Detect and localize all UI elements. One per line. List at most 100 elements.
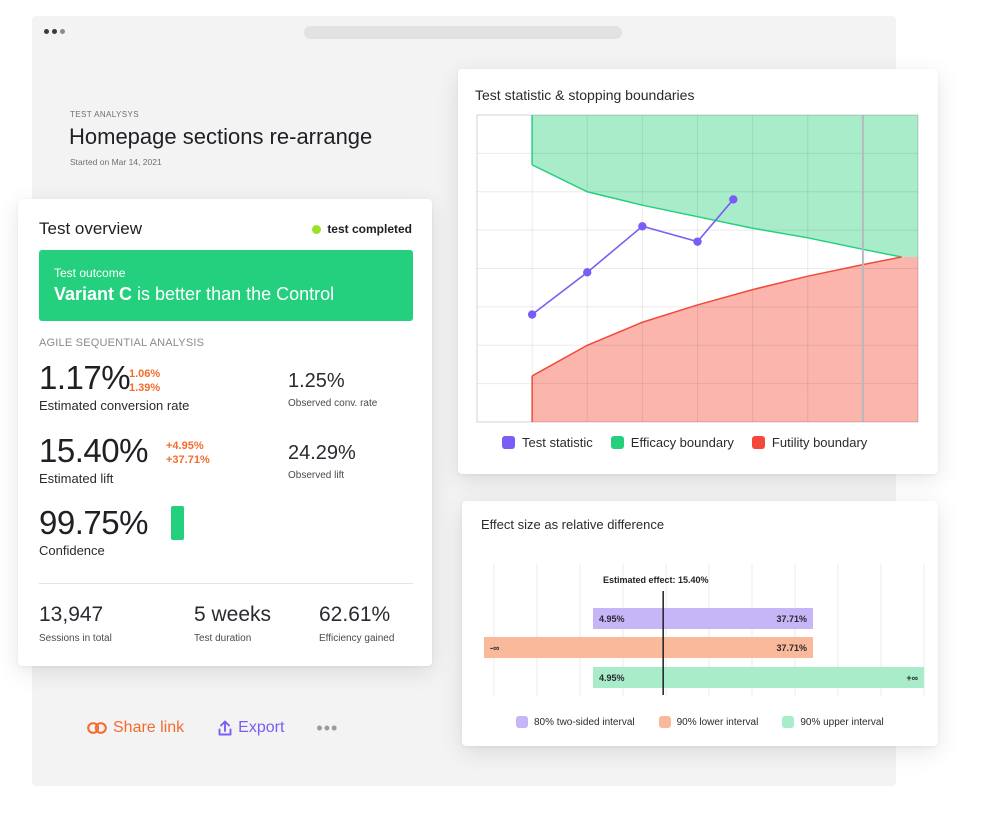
effect-legend: 80% two-sided interval 90% lower interva… xyxy=(516,716,908,728)
conv-rate-delta-high: 1.39% xyxy=(129,382,161,394)
futility-boundary-line xyxy=(531,256,902,377)
lift-caption: Estimated lift xyxy=(39,471,114,486)
chart-title: Test statistic & stopping boundaries xyxy=(475,87,695,103)
outcome-text: Variant C is better than the Control xyxy=(54,284,334,305)
test-statistic-point xyxy=(638,222,647,231)
estimated-effect-label: Estimated effect: 15.40% xyxy=(603,575,709,585)
legend-swatch-icon xyxy=(502,436,515,449)
window-controls[interactable] xyxy=(44,29,65,34)
futility-region xyxy=(532,256,918,422)
observed-lift: 24.29% Observed lift xyxy=(288,442,356,481)
page-subtitle: Started on Mar 14, 2021 xyxy=(70,157,162,167)
more-options-icon[interactable]: ••• xyxy=(316,718,339,738)
test-duration: 5 weeks Test duration xyxy=(194,603,271,644)
interval-bar xyxy=(484,637,813,658)
test-statistic-point xyxy=(729,195,738,204)
legend-upper-interval: 90% upper interval xyxy=(782,716,884,728)
plot-frame xyxy=(476,114,919,423)
observed-conv-value: 1.25% xyxy=(288,370,345,392)
conv-rate-delta-low: 1.06% xyxy=(129,368,161,380)
legend-efficacy-boundary: Efficacy boundary xyxy=(610,435,734,450)
export-label: Export xyxy=(238,719,285,736)
legend-label: 80% two-sided interval xyxy=(534,716,635,728)
window-dot-icon[interactable] xyxy=(44,29,49,34)
sessions-caption: Sessions in total xyxy=(39,633,112,644)
page-eyebrow: TEST ANALYSYS xyxy=(70,110,139,119)
interval-low-label: -∞ xyxy=(490,643,500,653)
window-dot-icon[interactable] xyxy=(60,29,65,34)
legend-swatch-icon xyxy=(658,716,671,728)
sessions-total: 13,947 Sessions in total xyxy=(39,603,112,644)
stopping-boundaries-card: Test statistic & stopping boundaries Tes… xyxy=(458,69,938,474)
test-statistic-point xyxy=(693,237,702,246)
interval-high-label: 37.71% xyxy=(776,643,807,653)
legend-label: Efficacy boundary xyxy=(630,435,734,450)
address-bar[interactable] xyxy=(304,26,622,39)
share-link-label: Share link xyxy=(113,719,185,736)
link-icon xyxy=(87,722,107,734)
outcome-label: Test outcome xyxy=(54,266,126,280)
legend-label: 90% lower interval xyxy=(676,716,759,728)
efficacy-boundary-line xyxy=(531,164,902,258)
boundary-legend: Test statistic Efficacy boundary Futilit… xyxy=(502,435,885,450)
upload-icon xyxy=(218,720,232,736)
status-text: test completed xyxy=(327,222,412,236)
divider xyxy=(39,583,413,584)
legend-swatch-icon xyxy=(782,716,795,728)
interval-high-label: +∞ xyxy=(906,673,918,683)
efficiency-gained: 62.61% Efficiency gained xyxy=(319,603,394,644)
overview-title: Test overview xyxy=(39,219,142,238)
test-statistic-point xyxy=(527,310,537,319)
observed-conversion-rate: 1.25% Observed conv. rate xyxy=(288,370,377,409)
legend-swatch-icon xyxy=(610,436,624,449)
observed-lift-caption: Observed lift xyxy=(288,470,345,481)
legend-two-sided-interval: 80% two-sided interval xyxy=(516,716,635,728)
legend-test-statistic: Test statistic xyxy=(502,435,593,450)
duration-value: 5 weeks xyxy=(194,603,272,626)
conv-rate-caption: Estimated conversion rate xyxy=(39,398,190,413)
estimated-lift: 15.40% Estimated lift xyxy=(39,432,148,486)
confidence-value: 99.75% xyxy=(39,504,148,541)
lift-delta-high: +37.71% xyxy=(166,454,210,466)
efficacy-region xyxy=(532,115,918,257)
observed-conv-caption: Observed conv. rate xyxy=(288,398,378,409)
share-link-button[interactable]: Share link xyxy=(87,719,184,737)
status-badge: test completed xyxy=(312,222,412,236)
actions-bar: Share link Export ••• xyxy=(87,719,338,737)
test-overview-card: Test overview test completed Test outcom… xyxy=(18,199,432,666)
test-outcome-banner: Test outcome Variant C is better than th… xyxy=(39,250,413,321)
conv-rate-value: 1.17% xyxy=(39,359,131,396)
duration-caption: Test duration xyxy=(194,633,252,644)
legend-futility-boundary: Futility boundary xyxy=(751,435,867,450)
status-dot-icon xyxy=(312,224,322,234)
window-dot-icon[interactable] xyxy=(52,29,57,34)
lift-delta-low: +4.95% xyxy=(166,440,204,452)
outcome-rest: is better than the Control xyxy=(132,284,335,304)
sessions-value: 13,947 xyxy=(39,603,104,626)
legend-label: 90% upper interval xyxy=(800,716,884,728)
conv-rate-interval: 1.06% 1.39% xyxy=(129,367,160,395)
effect-size-card: Effect size as relative difference 4.95%… xyxy=(462,501,938,746)
lift-value: 15.40% xyxy=(39,432,148,469)
efficiency-caption: Efficiency gained xyxy=(319,633,395,644)
interval-low-label: 4.95% xyxy=(599,673,625,683)
outcome-variant: Variant C xyxy=(54,284,133,304)
observed-lift-value: 24.29% xyxy=(288,442,356,464)
legend-lower-interval: 90% lower interval xyxy=(658,716,759,728)
legend-label: Test statistic xyxy=(522,435,593,450)
section-label: AGILE SEQUENTIAL ANALYSIS xyxy=(39,337,205,349)
export-button[interactable]: Export xyxy=(218,719,284,737)
legend-swatch-icon xyxy=(516,716,528,728)
interval-low-label: 4.95% xyxy=(599,614,625,624)
interval-bar xyxy=(593,608,813,629)
efficiency-value: 62.61% xyxy=(319,603,391,626)
interval-bar xyxy=(593,667,924,688)
lift-interval: +4.95% +37.71% xyxy=(166,439,210,467)
chart-title: Effect size as relative difference xyxy=(481,517,665,532)
confidence-caption: Confidence xyxy=(39,543,105,558)
test-statistic-point xyxy=(583,268,592,277)
page-title: Homepage sections re-arrange xyxy=(69,124,373,149)
confidence: 99.75% Confidence xyxy=(39,504,148,558)
legend-swatch-icon xyxy=(751,436,765,449)
estimated-conversion-rate: 1.17% Estimated conversion rate xyxy=(39,359,189,413)
